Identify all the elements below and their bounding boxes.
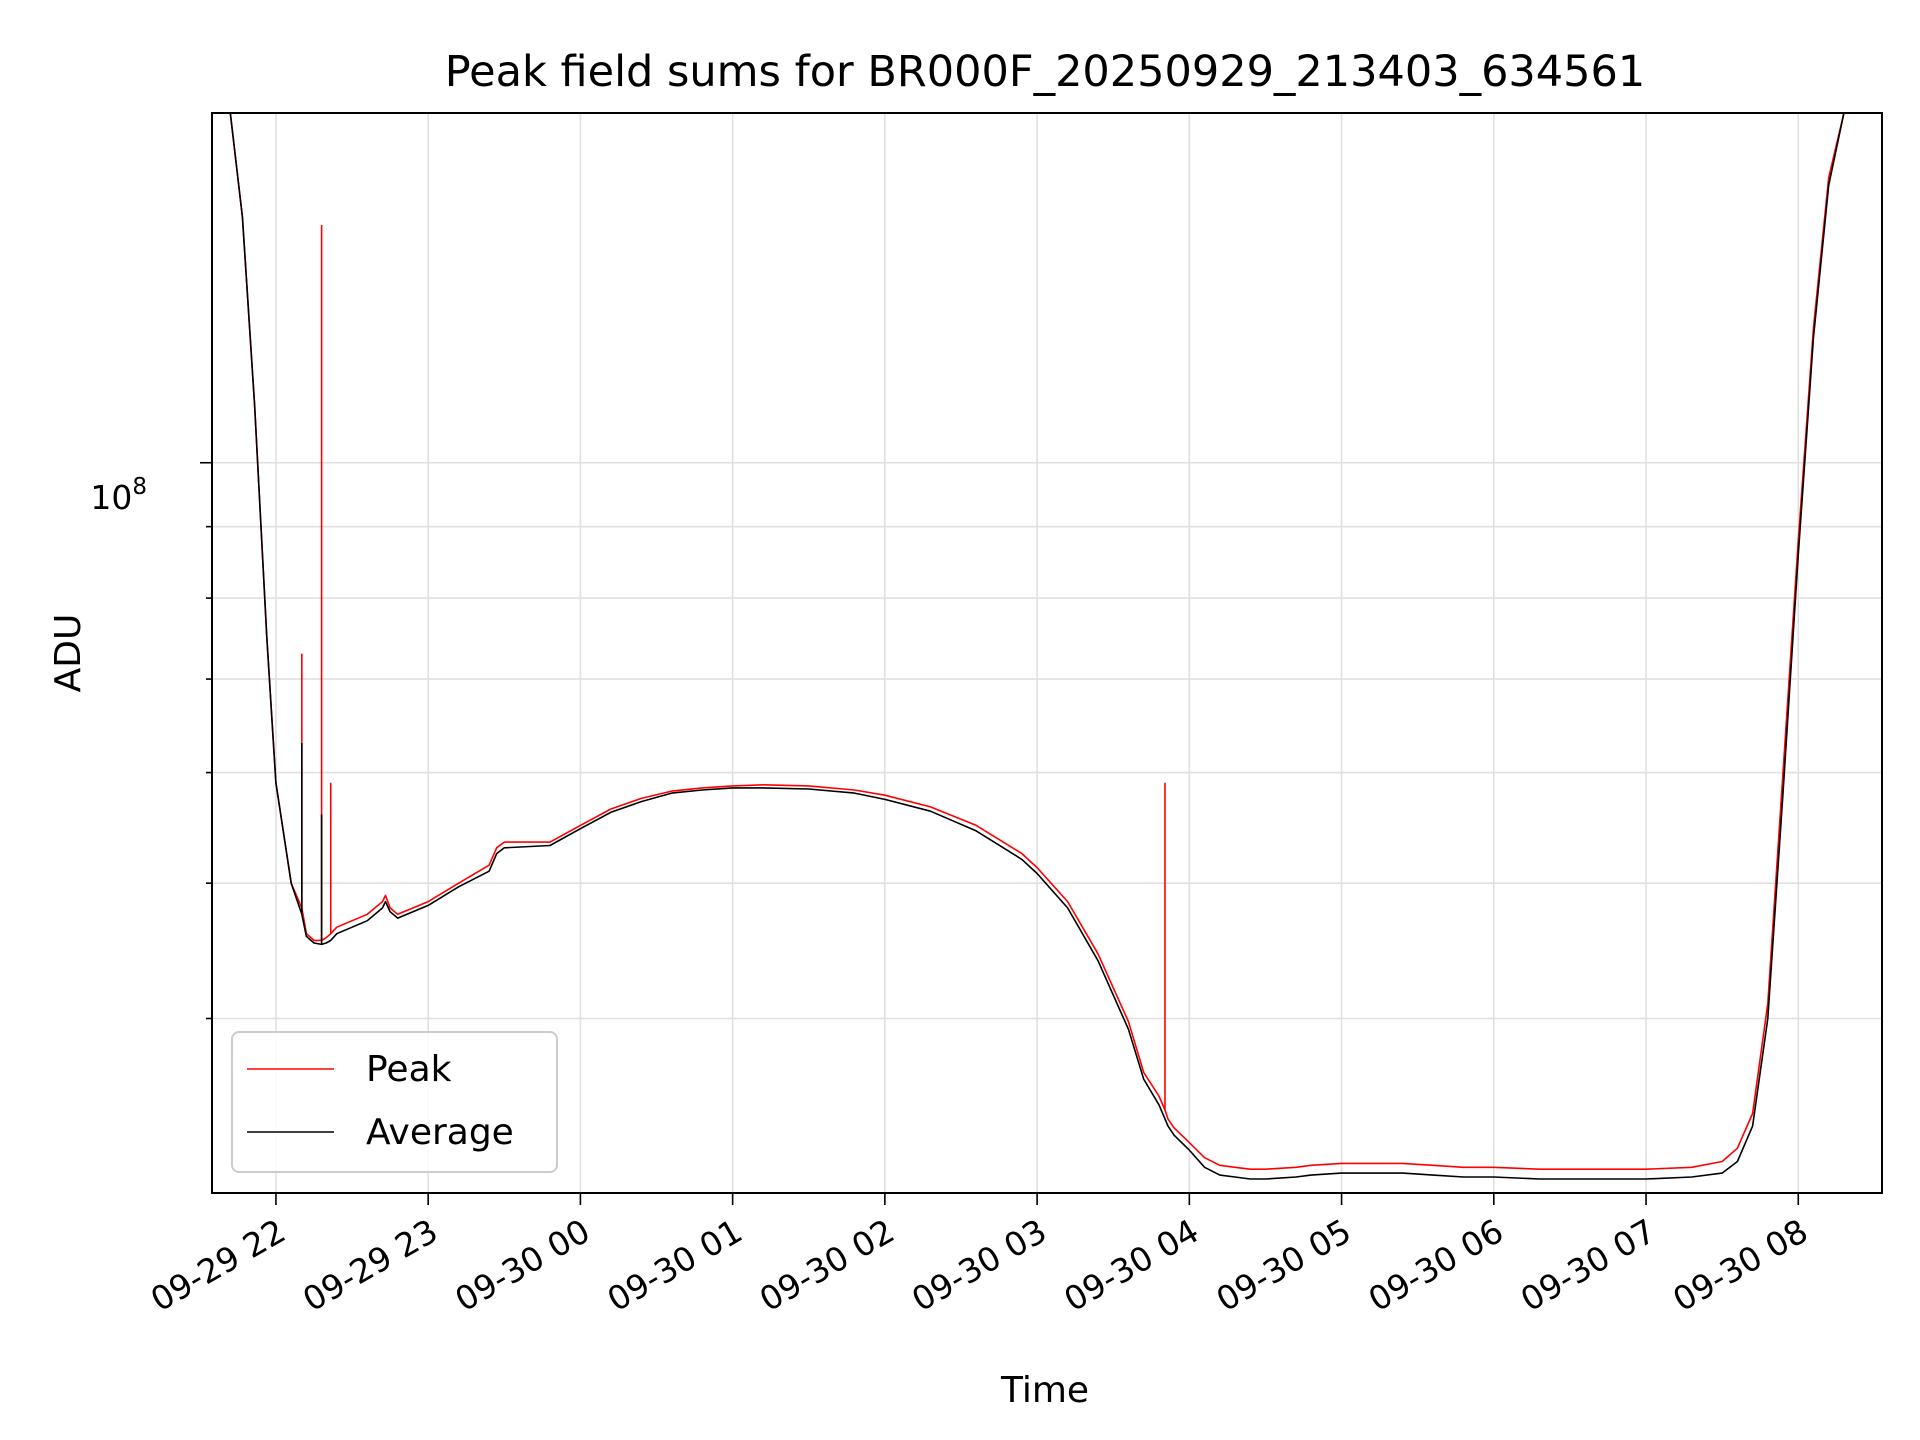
grid: [212, 113, 1882, 1193]
y-axis: [200, 461, 212, 1020]
series-layer: [229, 113, 1867, 1180]
svg-text:108: 108: [90, 474, 147, 517]
legend-label-average: Average: [366, 1112, 514, 1153]
y-axis-label: ADU: [48, 614, 89, 693]
y-tick-label-major: 108: [90, 474, 147, 517]
legend-box: [231, 1031, 558, 1173]
x-axis-label: Time: [1000, 1370, 1089, 1411]
series-line-peak: [229, 113, 1867, 1170]
y-tick-exponent: 8: [132, 474, 147, 500]
legend-label-peak: Peak: [366, 1049, 452, 1090]
plot-frame: [211, 112, 1883, 1194]
y-tick-base: 10: [90, 478, 132, 517]
series-line-average: [229, 113, 1867, 1180]
legend: Peak Average: [231, 1031, 558, 1173]
chart-title: Peak field sums for BR000F_20250929_2134…: [445, 47, 1645, 97]
